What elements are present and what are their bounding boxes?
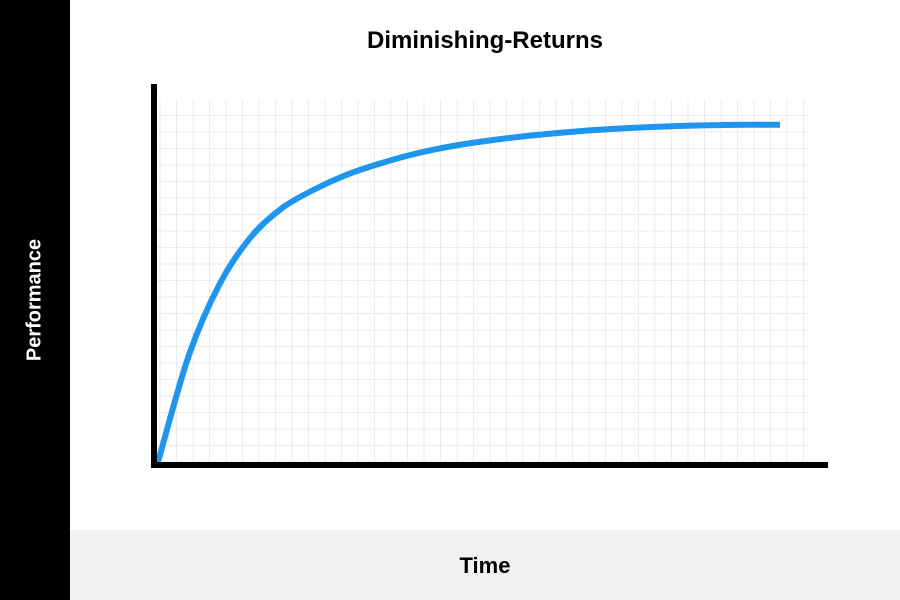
series-line bbox=[155, 121, 781, 463]
chart-title: Diminishing-Returns bbox=[366, 27, 603, 54]
chart-grid bbox=[155, 100, 808, 463]
chart-plot-area bbox=[151, 84, 828, 468]
chart-series-layer bbox=[155, 121, 781, 463]
y-axis-label-band: Performance bbox=[0, 0, 70, 600]
x-axis-label: Time bbox=[459, 553, 511, 578]
x-axis-label-band: Time bbox=[70, 530, 900, 600]
